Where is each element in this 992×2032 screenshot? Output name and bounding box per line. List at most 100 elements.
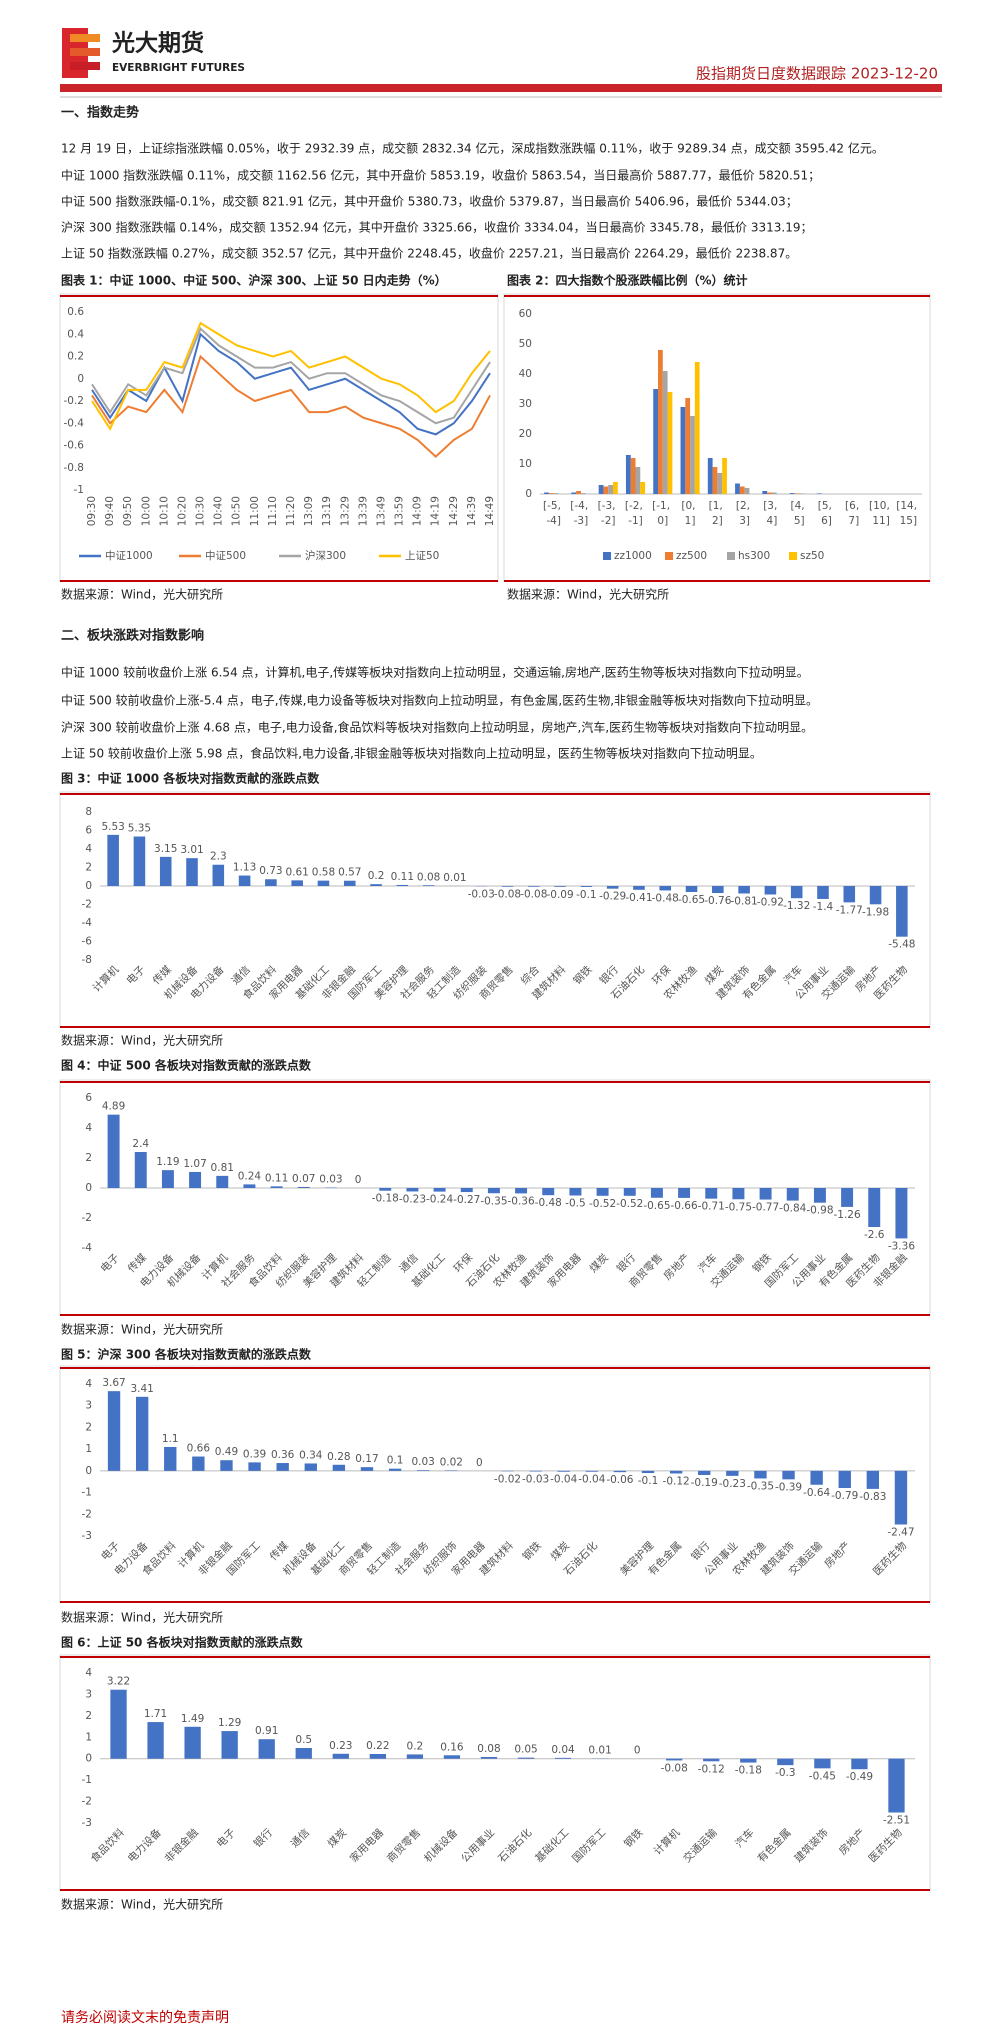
x-tick-label: [1, 2] [709, 500, 726, 527]
bar [888, 1758, 905, 1813]
x-tick-line: [0, [681, 500, 698, 512]
y-tick-label: 3 [85, 1688, 92, 1700]
bar [585, 1470, 598, 1472]
y-tick-label: 8 [85, 806, 92, 818]
data-label: -0.48 [652, 892, 679, 904]
data-label: -0.09 [546, 889, 573, 901]
data-label: 0 [355, 1174, 362, 1186]
data-label: 1.07 [183, 1158, 206, 1170]
chart-frame [59, 293, 499, 582]
y-tick-label: 10 [519, 458, 532, 470]
x-tick-label: 13:19 [321, 496, 333, 526]
y-tick-label: -2 [82, 1508, 92, 1520]
x-tick-label: 房地产 [836, 1826, 867, 1857]
data-label: 1.19 [156, 1156, 179, 1168]
bar [107, 1391, 121, 1471]
bar [894, 1470, 908, 1525]
data-label: 3.22 [107, 1676, 130, 1688]
x-tick-line: -1] [628, 515, 643, 527]
bar [360, 1467, 374, 1471]
x-tick-label: 汽车 [781, 963, 805, 987]
x-tick-label: [5, 6] [818, 500, 835, 527]
y-tick-label: 0.4 [67, 328, 84, 340]
bar [304, 1463, 317, 1471]
bar [276, 1463, 289, 1471]
bar [653, 389, 659, 494]
bar [640, 482, 646, 494]
bar [789, 493, 795, 494]
data-label: 1.1 [162, 1433, 179, 1445]
y-tick-label: 30 [519, 398, 532, 410]
bar [667, 392, 673, 494]
bar [680, 407, 686, 494]
x-tick-line: 6] [821, 515, 832, 527]
data-label: 0.11 [265, 1172, 288, 1184]
data-label: 0.73 [259, 865, 282, 877]
x-tick-label: 11:10 [267, 496, 279, 526]
x-tick-line: [14, [896, 500, 920, 512]
figure-caption: 图表 2：四大指数个股涨跌幅比例（%）统计 [507, 273, 748, 288]
source-note: 数据来源：Wind，光大研究所 [61, 587, 223, 602]
figure-caption: 图 4：中证 500 各板块对指数贡献的涨跌点数 [61, 1058, 312, 1073]
y-tick-label: 0.2 [67, 351, 84, 363]
data-label: 0.66 [187, 1443, 211, 1455]
data-label: -0.98 [806, 1205, 833, 1217]
x-tick-label: [-1, 0] [652, 500, 673, 527]
legend-swatch [603, 552, 611, 560]
x-tick-label: 煤炭 [587, 1251, 611, 1275]
x-tick-line: 3] [739, 515, 750, 527]
y-tick-label: -0.2 [64, 395, 85, 407]
bar [685, 886, 698, 893]
data-label: -0.71 [698, 1201, 725, 1213]
bar [786, 1188, 799, 1201]
y-tick-label: 40 [519, 368, 532, 380]
data-label: 5.53 [101, 821, 124, 833]
y-tick-label: 0.6 [67, 306, 84, 318]
x-tick-line: 11] [872, 515, 889, 527]
bar [782, 1470, 795, 1480]
data-label: -0.12 [698, 1763, 725, 1775]
data-label: -0.04 [578, 1474, 605, 1486]
x-tick-line: [10, [869, 500, 893, 512]
x-tick-label: 国防军工 [569, 1826, 608, 1865]
data-label: 0.03 [319, 1174, 342, 1186]
series-line [91, 321, 491, 431]
bar [135, 1396, 149, 1471]
x-tick-label: 医药生物 [866, 1826, 905, 1865]
bar [813, 1188, 826, 1203]
data-label: -0.27 [453, 1194, 480, 1206]
bar [544, 492, 549, 494]
data-label: 3.15 [154, 843, 177, 855]
bar [759, 1188, 772, 1200]
bar [243, 1184, 256, 1188]
bar [248, 1462, 261, 1471]
y-tick-label: 0 [85, 1753, 92, 1765]
data-label: 1.13 [233, 862, 256, 874]
header-rule [60, 84, 942, 92]
data-label: 3.41 [130, 1383, 153, 1395]
bar [554, 1757, 572, 1759]
data-label: -0.65 [678, 894, 705, 906]
bar [771, 492, 777, 494]
y-tick-label: 0 [85, 1465, 92, 1477]
data-label: -0.29 [599, 891, 626, 903]
x-tick-label: 通信 [397, 1252, 420, 1275]
series-line [91, 354, 491, 458]
bar [739, 486, 745, 494]
bar [722, 458, 727, 494]
x-tick-line: 7] [848, 515, 859, 527]
x-tick-label: 传媒 [150, 963, 174, 987]
data-label: 0.04 [551, 1744, 575, 1756]
y-tick-label: 3 [85, 1400, 92, 1412]
x-tick-label: 煤炭 [548, 1539, 572, 1563]
x-tick-label: 基础化工 [532, 1826, 571, 1865]
legend-label: 中证1000 [105, 549, 153, 562]
x-tick-label: 14:39 [466, 496, 478, 526]
x-tick-line: -2] [601, 515, 616, 527]
report-title: 股指期货日度数据跟踪 2023-12-20 [696, 65, 938, 83]
bar [869, 886, 882, 905]
chart-frame [503, 293, 931, 582]
bar [212, 864, 225, 886]
x-tick-label: 有色金属 [755, 1826, 794, 1865]
x-tick-line: 2] [712, 515, 723, 527]
